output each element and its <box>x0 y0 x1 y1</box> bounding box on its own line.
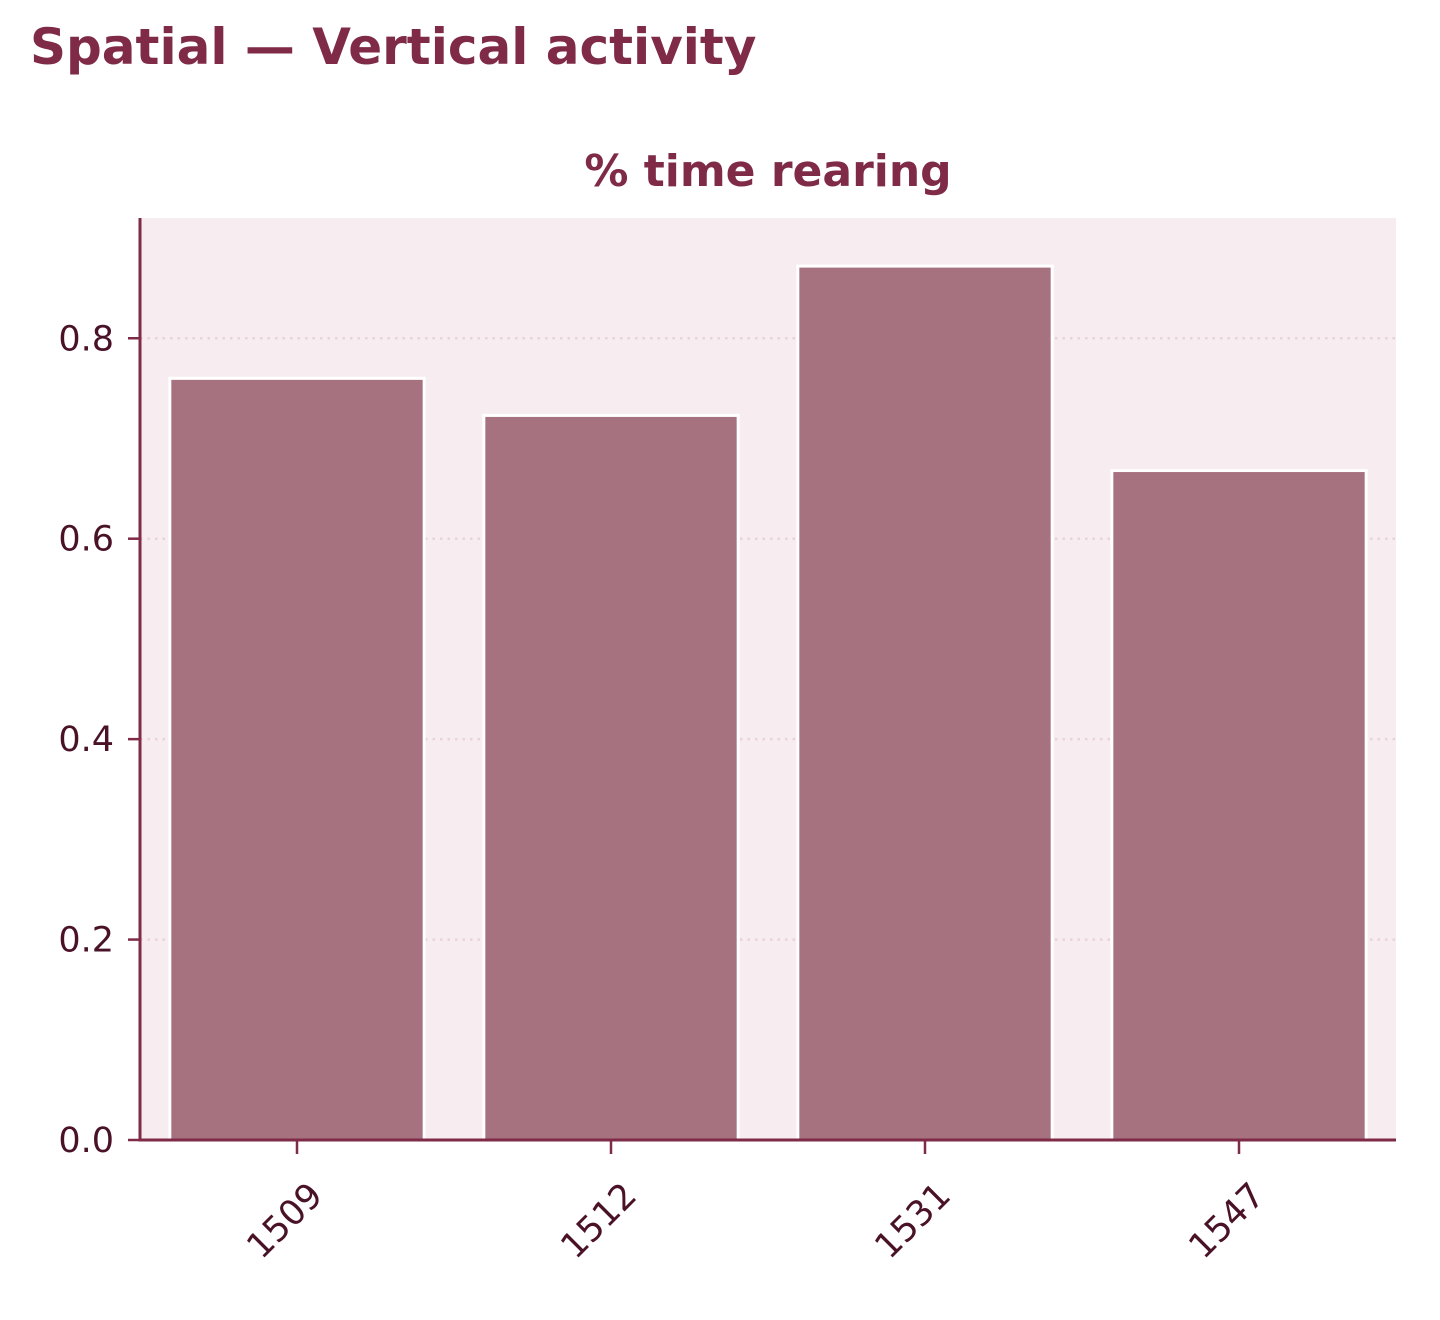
bar-1547 <box>1110 469 1368 1142</box>
y-ticks: 0.0 0.2 0.4 0.6 0.8 <box>58 319 140 1161</box>
x-tick-label: 1531 <box>868 1176 959 1267</box>
bar-1512 <box>482 413 740 1142</box>
x-ticks: 1509 1512 1531 1547 <box>240 1140 1273 1267</box>
chart-title: % time rearing <box>584 146 951 197</box>
y-tick-label: 0.6 <box>58 520 114 560</box>
bar-1531 <box>796 264 1054 1142</box>
bar-1509 <box>168 376 426 1142</box>
bars <box>168 264 1368 1142</box>
x-tick-label: 1509 <box>240 1176 331 1267</box>
x-tick-label: 1547 <box>1182 1176 1273 1267</box>
y-tick-label: 0.4 <box>58 720 114 760</box>
y-tick-label: 0.0 <box>58 1121 114 1161</box>
y-tick-label: 0.2 <box>58 921 114 961</box>
axes <box>138 218 1396 1142</box>
x-tick-label: 1512 <box>554 1176 645 1267</box>
y-tick-label: 0.8 <box>58 319 114 359</box>
figure-title: Spatial — Vertical activity <box>30 18 757 76</box>
